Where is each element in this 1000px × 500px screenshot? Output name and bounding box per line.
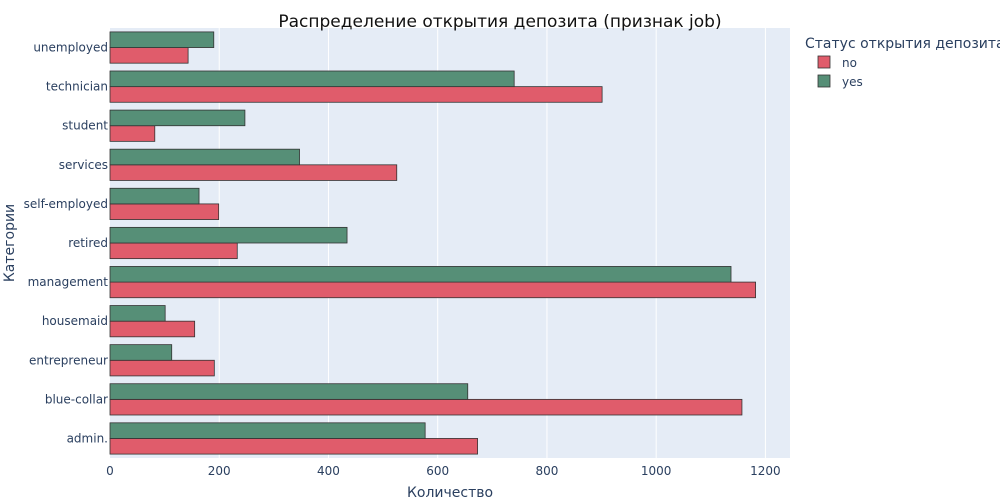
x-axis-title: Количество [407, 485, 493, 500]
x-tick-label: 1200 [750, 464, 781, 478]
x-tick-label: 600 [426, 464, 449, 478]
bar-yes-blue-collar[interactable] [109, 383, 469, 400]
x-tick-label: 0 [106, 464, 114, 478]
y-tick-labels: unemployed technician student services self-… [24, 41, 109, 446]
y-tick-label: retired [68, 236, 108, 250]
chart-title: Распределение открытия депозита (признак… [278, 12, 721, 32]
y-tick-label: self-employed [24, 197, 108, 211]
bar-yes-housemaid[interactable] [109, 305, 166, 322]
y-tick-label: student [62, 119, 108, 133]
bar-no-admin.[interactable] [109, 438, 478, 455]
bar-no-entrepreneur[interactable] [109, 359, 215, 377]
y-tick-label: housemaid [42, 314, 108, 328]
bar-no-technician[interactable] [109, 86, 603, 103]
bar-yes-admin.[interactable] [109, 422, 426, 439]
x-tick-label: 400 [317, 464, 340, 478]
bar-yes-services[interactable] [109, 148, 300, 166]
legend-label-no[interactable]: no [842, 56, 857, 70]
bar-no-unemployed[interactable] [109, 47, 189, 64]
x-tick-label: 200 [208, 464, 231, 478]
bar-no-services[interactable] [109, 164, 398, 181]
y-tick-label: admin. [67, 431, 108, 445]
legend-title: Статус открытия депозита [805, 36, 1000, 52]
y-tick-label: management [28, 275, 109, 289]
y-axis-title: Категории [2, 204, 18, 282]
bar-yes-entrepreneur[interactable] [109, 344, 173, 361]
x-tick-label: 800 [535, 464, 558, 478]
legend-swatch-yes[interactable] [817, 74, 831, 88]
bar-yes-management[interactable] [109, 266, 732, 283]
bar-yes-student[interactable] [109, 109, 246, 127]
bar-yes-technician[interactable] [109, 70, 515, 88]
y-tick-label: technician [46, 80, 108, 94]
bar-no-housemaid[interactable] [109, 320, 196, 338]
x-tick-labels: 0 200 400 600 800 1000 1200 [106, 464, 781, 478]
x-tick-label: 1000 [641, 464, 672, 478]
y-tick-label: entrepreneur [29, 353, 108, 367]
y-tick-label: unemployed [33, 41, 108, 55]
bar-no-management[interactable] [109, 281, 756, 299]
bar-yes-unemployed[interactable] [109, 31, 215, 48]
bars [109, 31, 756, 455]
y-tick-label: services [59, 158, 108, 172]
legend-swatch-no[interactable] [817, 55, 831, 69]
legend-label-yes[interactable]: yes [842, 75, 863, 89]
bar-yes-self-employed[interactable] [109, 187, 200, 205]
bar-no-retired[interactable] [109, 242, 238, 260]
legend: Статус открытия депозита no yes [805, 36, 1000, 89]
bar-no-student[interactable] [109, 125, 156, 142]
y-tick-label: blue-collar [45, 392, 108, 406]
bar-no-blue-collar[interactable] [109, 398, 743, 416]
bar-no-self-employed[interactable] [109, 203, 220, 220]
bar-yes-retired[interactable] [109, 226, 348, 244]
